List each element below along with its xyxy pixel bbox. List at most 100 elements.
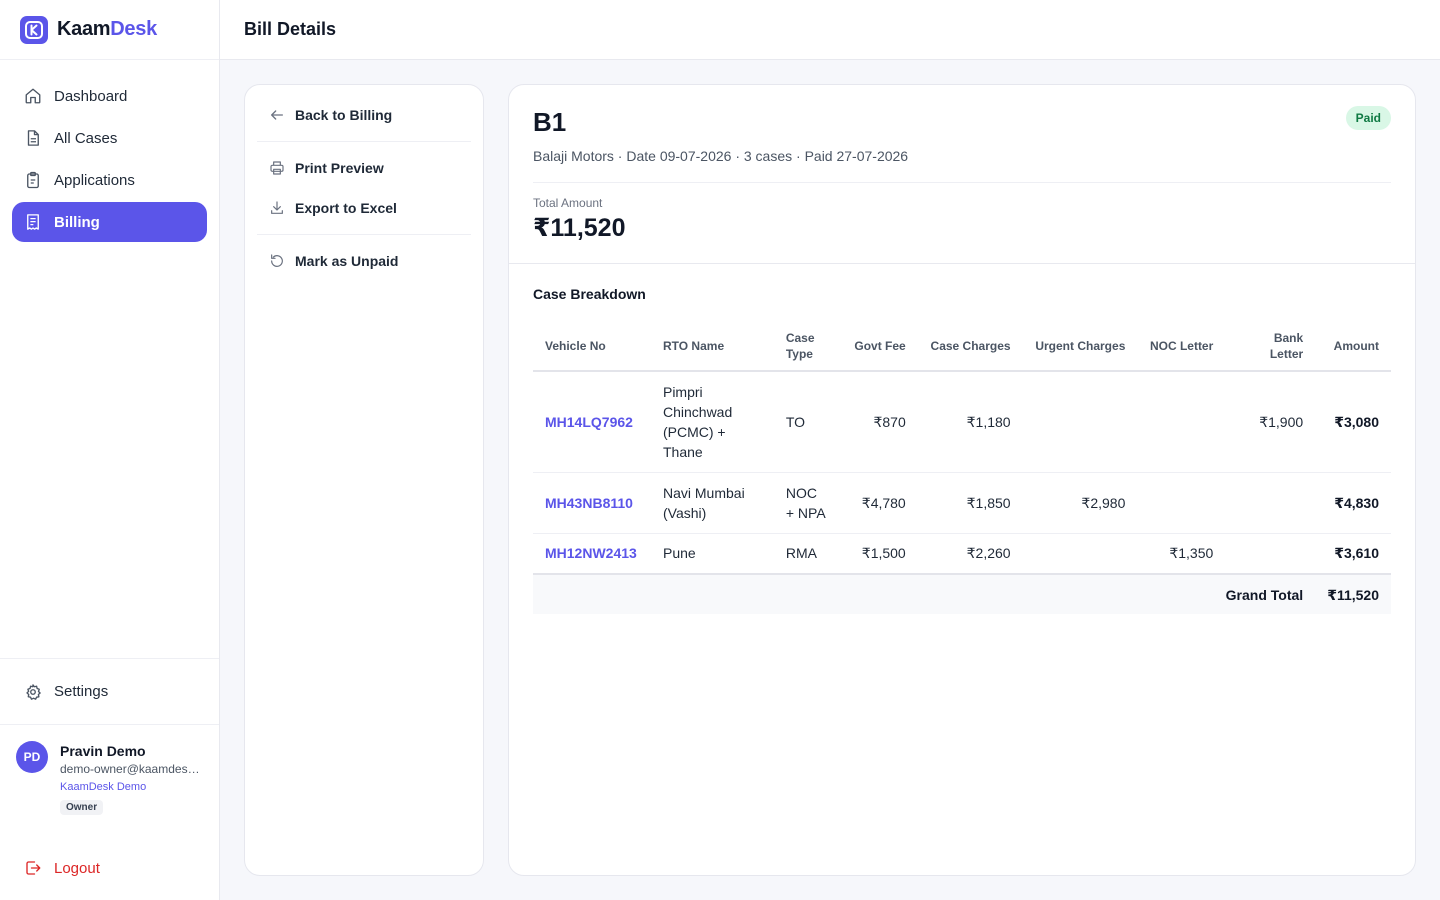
col-case-charges: Case Charges	[917, 321, 1023, 372]
sidebar-item-label: Billing	[54, 213, 100, 231]
case-charges-cell: ₹2,260	[917, 533, 1023, 575]
sidebar-nav: Dashboard All Cases Applications Billing	[0, 60, 219, 242]
rto-name-cell: Navi Mumbai (Vashi)	[650, 472, 774, 534]
col-rto-name: RTO Name	[650, 321, 774, 372]
col-urgent-charges: Urgent Charges	[1022, 321, 1138, 372]
grand-total-label: Grand Total	[533, 574, 1316, 614]
brand-logo-icon	[20, 15, 48, 44]
col-noc-letter: NOC Letter	[1137, 321, 1226, 372]
top-header: Bill Details	[220, 0, 1440, 60]
col-bank-letter: Bank Letter	[1225, 321, 1316, 372]
download-icon	[269, 200, 285, 216]
sidebar: KaamDesk Dashboard All Cases Application…	[0, 0, 220, 900]
bill-summary: B1 Balaji Motors · Date 09-07-2026 · 3 c…	[509, 85, 1415, 264]
undo-icon	[269, 253, 285, 269]
table-row: MH12NW2413 Pune RMA ₹1,500 ₹2,260 ₹1,350…	[533, 533, 1391, 575]
govt-fee-cell: ₹870	[840, 371, 918, 473]
logout-label: Logout	[54, 859, 100, 877]
bill-card: B1 Balaji Motors · Date 09-07-2026 · 3 c…	[508, 84, 1416, 876]
user-info: Pravin Demo demo-owner@kaamdesk.com Kaam…	[60, 741, 200, 836]
table-row: MH43NB8110 Navi Mumbai (Vashi) NOC + NPA ₹…	[533, 472, 1391, 534]
govt-fee-cell: ₹1,500	[840, 533, 918, 575]
rto-line: Chinchwad	[662, 403, 733, 420]
urgent-charges-cell	[1022, 533, 1138, 575]
divider	[257, 234, 471, 235]
case-type-line: NOC	[785, 484, 817, 501]
amount-cell: ₹3,610	[1315, 533, 1391, 575]
rto-name-cell: Pune	[650, 533, 774, 575]
case-breakdown: Case Breakdown Vehicle No RTO Name Case T…	[509, 264, 1415, 614]
bank-letter-cell: ₹1,900	[1225, 371, 1316, 473]
col-case-type: Case Type	[773, 321, 841, 372]
col-amount: Amount	[1315, 321, 1391, 372]
total-amount-value: ₹11,520	[533, 214, 626, 242]
sidebar-footer: Settings PD Pravin Demo demo-owner@kaamd…	[0, 658, 219, 900]
rto-line: Navi Mumbai	[662, 484, 745, 501]
user-profile[interactable]: PD Pravin Demo demo-owner@kaamdesk.com K…	[0, 724, 219, 836]
vehicle-link[interactable]: MH43NB8110	[533, 472, 651, 534]
unpaid-label: Mark as Unpaid	[295, 253, 399, 269]
sidebar-item-all-cases[interactable]: All Cases	[12, 118, 207, 158]
col-case-type-line1: Case	[785, 330, 815, 345]
sidebar-item-label: All Cases	[54, 129, 118, 147]
case-type-cell: RMA	[773, 533, 841, 575]
bill-id: B1	[533, 107, 567, 137]
col-case-type-line2: Type	[785, 346, 813, 361]
settings-label: Settings	[54, 683, 109, 700]
case-type-line: + NPA	[785, 504, 826, 521]
mark-unpaid-button[interactable]: Mark as Unpaid	[257, 241, 471, 281]
noc-letter-cell: ₹1,350	[1137, 533, 1226, 575]
breakdown-table: Vehicle No RTO Name Case Type Govt Fee Ca…	[533, 321, 1391, 614]
sidebar-item-label: Dashboard	[54, 87, 128, 105]
action-panel: Back to Billing Print Preview Export to …	[244, 84, 484, 876]
case-type-cell: NOC + NPA	[773, 472, 841, 534]
grand-total-value: ₹11,520	[1315, 574, 1391, 614]
logout-icon	[24, 859, 42, 877]
table-row: MH14LQ7962 Pimpri Chinchwad (PCMC) + Thane …	[533, 371, 1391, 473]
print-preview-button[interactable]: Print Preview	[257, 148, 471, 188]
rto-name-cell: Pimpri Chinchwad (PCMC) + Thane	[650, 371, 774, 473]
gear-icon	[24, 683, 42, 701]
clipboard-icon	[24, 171, 42, 189]
bank-letter-cell	[1225, 533, 1316, 575]
sidebar-item-settings[interactable]: Settings	[0, 658, 219, 724]
grand-total-row: Grand Total ₹11,520	[533, 574, 1391, 614]
arrow-left-icon	[269, 107, 285, 123]
rto-line: (PCMC) +	[662, 423, 726, 440]
export-excel-button[interactable]: Export to Excel	[257, 188, 471, 228]
brand[interactable]: KaamDesk	[0, 0, 219, 60]
case-charges-cell: ₹1,850	[917, 472, 1023, 534]
noc-letter-cell	[1137, 472, 1226, 534]
noc-letter-cell	[1137, 371, 1226, 473]
sidebar-item-label: Applications	[54, 171, 135, 189]
rto-line: Thane	[662, 443, 703, 460]
role-badge: Owner	[60, 800, 104, 815]
divider	[533, 182, 1391, 183]
col-govt-fee: Govt Fee	[840, 321, 918, 372]
back-to-billing-link[interactable]: Back to Billing	[257, 95, 471, 135]
amount-cell: ₹4,830	[1315, 472, 1391, 534]
receipt-icon	[24, 213, 42, 231]
col-vehicle-no: Vehicle No	[533, 321, 651, 372]
brand-name: KaamDesk	[57, 18, 157, 40]
logout-button[interactable]: Logout	[0, 836, 219, 900]
print-label: Print Preview	[295, 160, 384, 176]
case-type-cell: TO	[773, 371, 841, 473]
back-label: Back to Billing	[295, 107, 393, 123]
breakdown-title: Case Breakdown	[533, 286, 646, 302]
govt-fee-cell: ₹4,780	[840, 472, 918, 534]
document-icon	[24, 129, 42, 147]
printer-icon	[269, 160, 285, 176]
home-icon	[24, 87, 42, 105]
rto-line: Pimpri	[662, 383, 703, 400]
sidebar-item-billing[interactable]: Billing	[12, 202, 207, 242]
urgent-charges-cell	[1022, 371, 1138, 473]
sidebar-item-applications[interactable]: Applications	[12, 160, 207, 200]
avatar: PD	[16, 741, 48, 773]
sidebar-item-dashboard[interactable]: Dashboard	[12, 76, 207, 116]
rto-line: (Vashi)	[662, 504, 707, 521]
user-org: KaamDesk Demo	[60, 781, 147, 793]
vehicle-link[interactable]: MH12NW2413	[533, 533, 651, 575]
bill-meta: Balaji Motors · Date 09-07-2026 · 3 case…	[533, 148, 909, 164]
vehicle-link[interactable]: MH14LQ7962	[533, 371, 651, 473]
